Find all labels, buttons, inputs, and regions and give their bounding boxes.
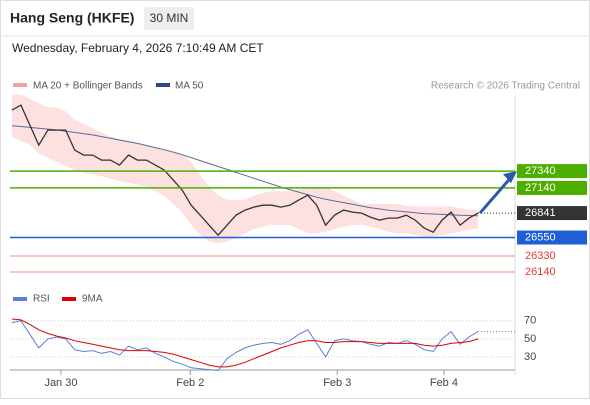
- legend-swatch: [62, 297, 76, 301]
- x-tick-label: Feb 2: [176, 377, 204, 389]
- level-label: 27340: [525, 165, 556, 177]
- level-label: 26550: [525, 231, 556, 243]
- level-label: 26140: [525, 266, 556, 278]
- legend-label: MA 20 + Bollinger Bands: [33, 81, 143, 92]
- date: Wednesday, February 4, 2026 7:10:49 AM C…: [12, 41, 264, 55]
- legend-label: RSI: [33, 294, 50, 305]
- level-label-box: [517, 180, 587, 195]
- level-label-box: [517, 230, 587, 245]
- forecast-arrow: [478, 174, 515, 215]
- level-label: 26330: [525, 250, 556, 262]
- x-tick-label: Jan 30: [44, 377, 77, 389]
- y-tick-label: 50: [524, 333, 536, 345]
- legend-swatch: [13, 83, 27, 87]
- source: Research © 2026 Trading Central: [431, 81, 580, 92]
- level-label: 27140: [525, 182, 556, 194]
- forecast-arrowhead: [503, 171, 517, 184]
- y-tick-label: 30: [524, 351, 536, 363]
- y-tick-label: 70: [524, 315, 536, 327]
- price-line: [11, 104, 479, 237]
- interval[interactable]: 30 MIN: [150, 11, 189, 25]
- legend-swatch: [156, 83, 170, 87]
- rsi-line: [11, 320, 479, 372]
- x-tick-label: Feb 3: [323, 377, 351, 389]
- level-label: 26841: [525, 207, 556, 219]
- legend-label: 9MA: [82, 294, 103, 305]
- level-label-box: [517, 164, 587, 179]
- x-tick-label: Feb 4: [430, 377, 458, 389]
- ma50-line: [11, 125, 479, 217]
- legend-swatch: [13, 297, 27, 301]
- title: Hang Seng (HKFE): [10, 10, 134, 26]
- level-label-box: [517, 206, 587, 221]
- interval-badge[interactable]: [144, 7, 194, 30]
- rsi-ma-line: [11, 318, 479, 368]
- legend-label: MA 50: [175, 81, 204, 92]
